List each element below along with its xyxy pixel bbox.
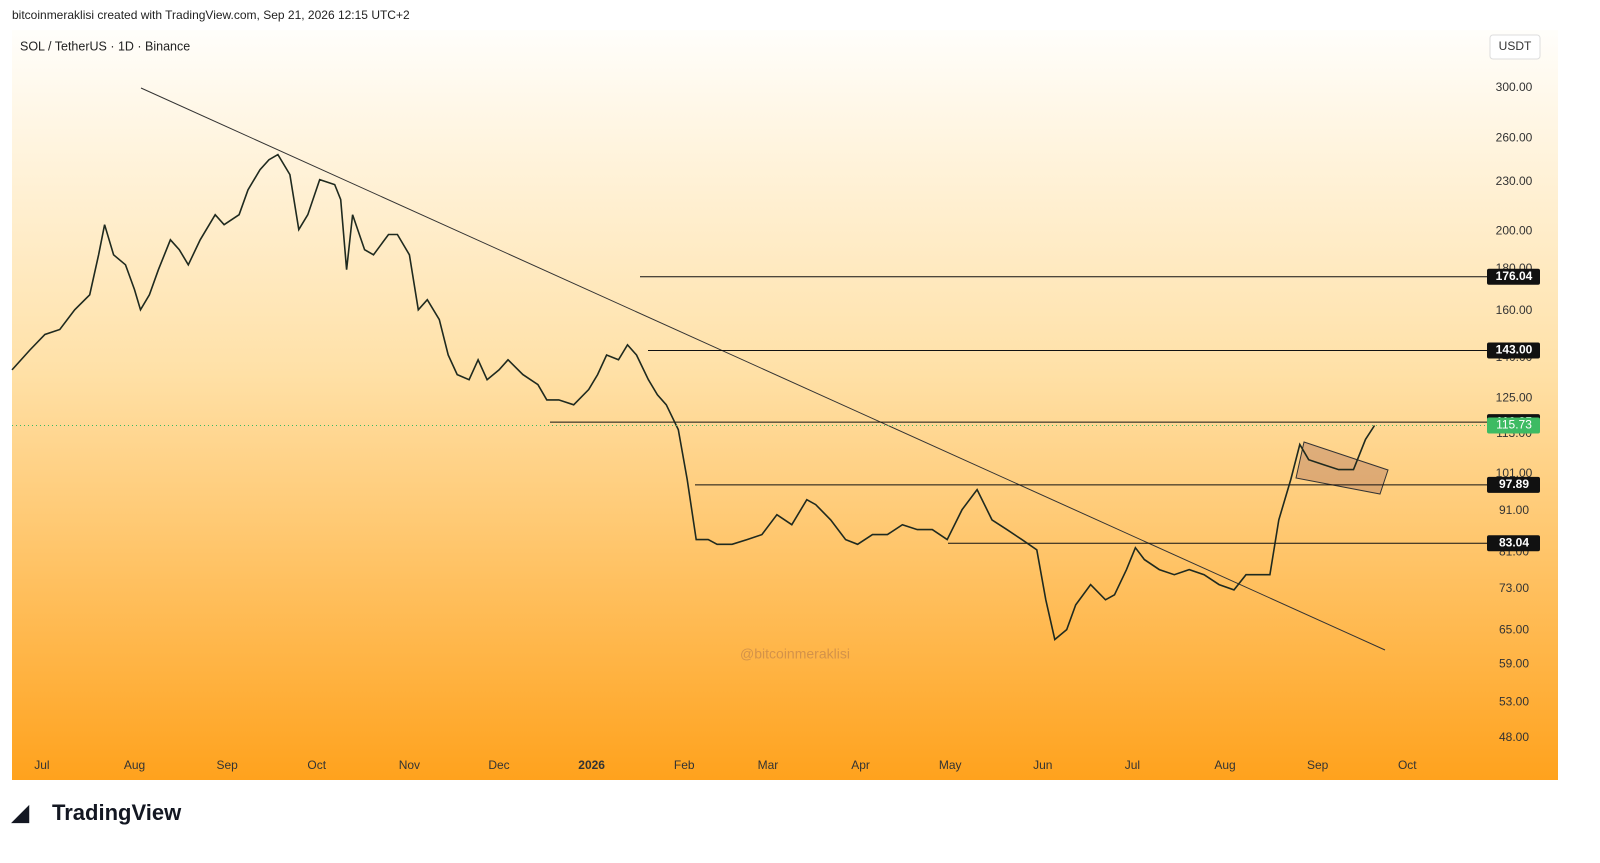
level-tag [1487, 476, 1540, 493]
y-tick-label: 101.00 [1496, 466, 1533, 480]
x-tick-label: Sep [1307, 758, 1329, 772]
x-tick-label: Jul [34, 758, 49, 772]
chart-background [12, 30, 1558, 780]
trendline [140, 87, 1386, 651]
last-price-tag [1487, 417, 1540, 434]
currency-box [1489, 34, 1541, 60]
y-tick-label: 230.00 [1496, 174, 1533, 188]
y-tick-label: 260.00 [1496, 131, 1533, 145]
plot: 48.0053.0059.0065.0073.0081.0091.00101.0… [11, 80, 1540, 772]
price-line [11, 153, 1376, 641]
y-tick-label: 125.00 [1496, 390, 1533, 404]
symbol-title: SOL / TetherUS · 1D · Binance [20, 39, 190, 53]
x-tick-label: Jun [1033, 758, 1052, 772]
level-tag [1487, 535, 1540, 552]
level-label: 83.04 [1499, 535, 1529, 549]
y-tick-label: 53.00 [1499, 695, 1529, 709]
x-tick-label: Jul [1125, 758, 1140, 772]
x-tick-label: Oct [307, 758, 326, 772]
y-tick-label: 300.00 [1496, 80, 1533, 94]
level-label: 176.04 [1496, 269, 1533, 283]
x-tick-label: Mar [758, 758, 779, 772]
y-tick-label: 59.00 [1499, 657, 1529, 671]
y-tick-label: 160.00 [1496, 303, 1533, 317]
x-tick-label: Sep [216, 758, 238, 772]
y-tick-label: 48.00 [1499, 730, 1529, 744]
x-tick-label: Aug [1214, 758, 1235, 772]
footer-logo: TradingView [52, 800, 182, 825]
x-tick-label: Apr [851, 758, 870, 772]
level-tag [1487, 342, 1540, 359]
last-price-label: 115.73 [1496, 418, 1532, 432]
y-tick-label: 73.00 [1499, 581, 1529, 595]
level-tag [1487, 268, 1540, 285]
x-tick-label: Dec [488, 758, 509, 772]
x-tick-label: Oct [1398, 758, 1417, 772]
y-tick-label: 91.00 [1499, 503, 1529, 517]
y-tick-label: 65.00 [1499, 622, 1529, 636]
y-tick-label: 200.00 [1496, 224, 1533, 238]
x-tick-label: Feb [674, 758, 695, 772]
x-tick-label: Aug [124, 758, 145, 772]
watermark: @bitcoinmeraklisi [740, 646, 850, 662]
x-tick-label: Nov [399, 758, 420, 772]
level-label: 143.00 [1496, 343, 1533, 357]
flag-pattern [1295, 441, 1389, 495]
footer-logo-mark: ◢ [11, 800, 30, 825]
level-label: 97.89 [1499, 477, 1529, 491]
x-tick-label: May [939, 758, 962, 772]
x-tick-label: 2026 [578, 758, 605, 772]
header: bitcoinmeraklisi created with TradingVie… [12, 8, 410, 22]
currency: USDT [1499, 39, 1532, 53]
